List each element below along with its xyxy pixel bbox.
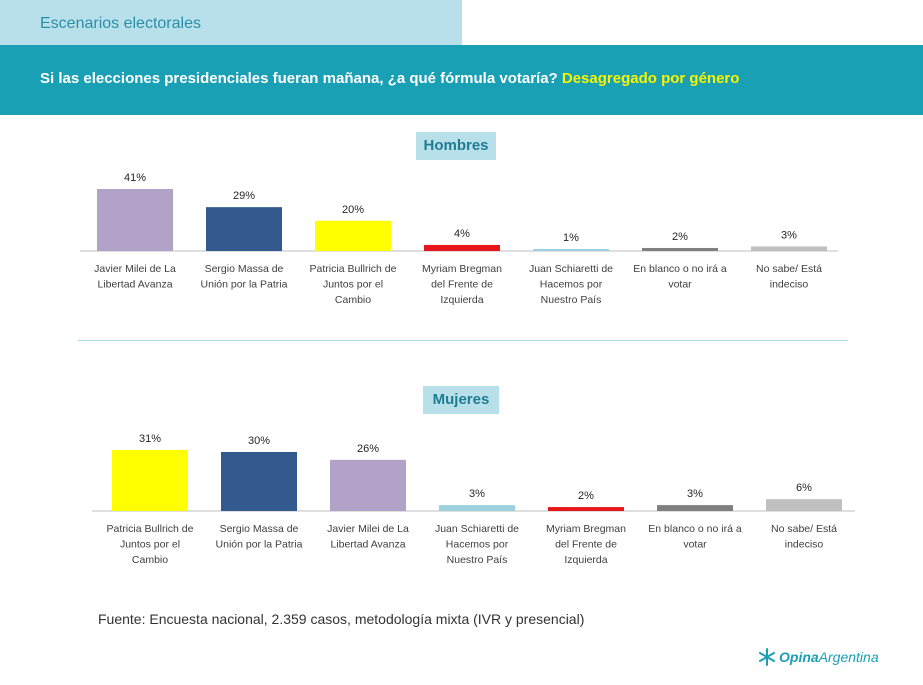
- category-label-mujeres-1: Sergio Massa de Unión por la Patria: [216, 523, 303, 551]
- data-label-mujeres-6: 6%: [796, 482, 812, 494]
- bar-hombres-4: [533, 249, 609, 251]
- category-label-mujeres-6: No sabe/ Está indeciso: [771, 523, 837, 551]
- bar-hombres-1: [206, 207, 282, 251]
- data-label-mujeres-4: 2%: [578, 490, 594, 502]
- category-label-hombres-5: En blanco o no irá a votar: [633, 263, 727, 291]
- data-label-hombres-5: 2%: [672, 231, 688, 243]
- bar-hombres-6: [751, 246, 827, 251]
- question-text: Si las elecciones presidenciales fueran …: [40, 70, 739, 87]
- category-label-hombres-0: Javier Milei de La Libertad Avanza: [94, 263, 176, 291]
- category-label-hombres-2: Patricia Bullrich de Juntos por el Cambio: [310, 263, 397, 306]
- bar-mujeres-6: [766, 499, 842, 511]
- bar-mujeres-0: [112, 450, 188, 511]
- data-label-hombres-6: 3%: [781, 229, 797, 241]
- bar-chart-mujeres: 31% Patricia Bullrich de Juntos por el Camb…: [92, 433, 855, 566]
- bar-hombres-3: [424, 244, 500, 251]
- data-label-hombres-4: 1%: [563, 232, 579, 244]
- category-label-mujeres-5: En blanco o no irá a votar: [648, 523, 742, 551]
- section-title: Escenarios electorales: [40, 15, 201, 32]
- bar-mujeres-1: [221, 451, 297, 511]
- opina-argentina-logo: Opina Argentina: [758, 647, 879, 667]
- bar-mujeres-5: [657, 505, 733, 511]
- data-label-mujeres-3: 3%: [469, 488, 485, 500]
- category-label-mujeres-2: Javier Milei de La Libertad Avanza: [327, 523, 409, 551]
- data-label-mujeres-2: 26%: [357, 443, 379, 455]
- logo-text-bold: Opina: [779, 649, 819, 665]
- data-label-hombres-2: 20%: [342, 204, 364, 216]
- bar-mujeres-2: [330, 459, 406, 511]
- question: Si las elecciones presidenciales fueran …: [40, 70, 558, 87]
- logo-text-rest: Argentina: [818, 649, 879, 665]
- question-banner: Si las elecciones presidenciales fueran …: [0, 45, 923, 115]
- section-tab: Escenarios electorales: [0, 0, 462, 45]
- category-label-hombres-6: No sabe/ Está indeciso: [756, 263, 822, 291]
- source-note: Fuente: Encuesta nacional, 2.359 casos, …: [98, 611, 585, 627]
- category-label-hombres-4: Juan Schiaretti de Hacemos por Nuestro Paí…: [529, 263, 613, 306]
- data-label-hombres-3: 4%: [454, 228, 470, 240]
- snowflake-icon: [759, 648, 775, 666]
- question-highlight: Desagregado por género: [561, 70, 740, 87]
- category-label-mujeres-4: Myriam Bregman del Frente de Izquierda: [546, 523, 626, 566]
- data-label-mujeres-0: 31%: [139, 433, 161, 445]
- category-label-mujeres-3: Juan Schiaretti de Hacemos por Nuestro Paí…: [435, 523, 519, 566]
- bar-mujeres-3: [439, 505, 515, 511]
- data-label-mujeres-5: 3%: [687, 488, 703, 500]
- data-label-hombres-0: 41%: [124, 172, 146, 184]
- bar-hombres-0: [97, 189, 173, 251]
- bar-chart-hombres: 41% Javier Milei de La Libertad Avanza 29% S…: [80, 172, 838, 306]
- data-label-mujeres-1: 30%: [248, 435, 270, 447]
- bar-hombres-2: [315, 220, 391, 251]
- category-label-mujeres-0: Patricia Bullrich de Juntos por el Cambio: [107, 523, 194, 566]
- bar-mujeres-4: [548, 507, 624, 511]
- data-label-hombres-1: 29%: [233, 190, 255, 202]
- bar-hombres-5: [642, 247, 718, 251]
- category-label-hombres-3: Myriam Bregman del Frente de Izquierda: [422, 263, 502, 306]
- category-label-hombres-1: Sergio Massa de Unión por la Patria: [201, 263, 288, 291]
- chart-title-hombres: Hombres: [416, 132, 496, 160]
- chart-title-mujeres: Mujeres: [423, 386, 499, 414]
- divider: [78, 340, 848, 341]
